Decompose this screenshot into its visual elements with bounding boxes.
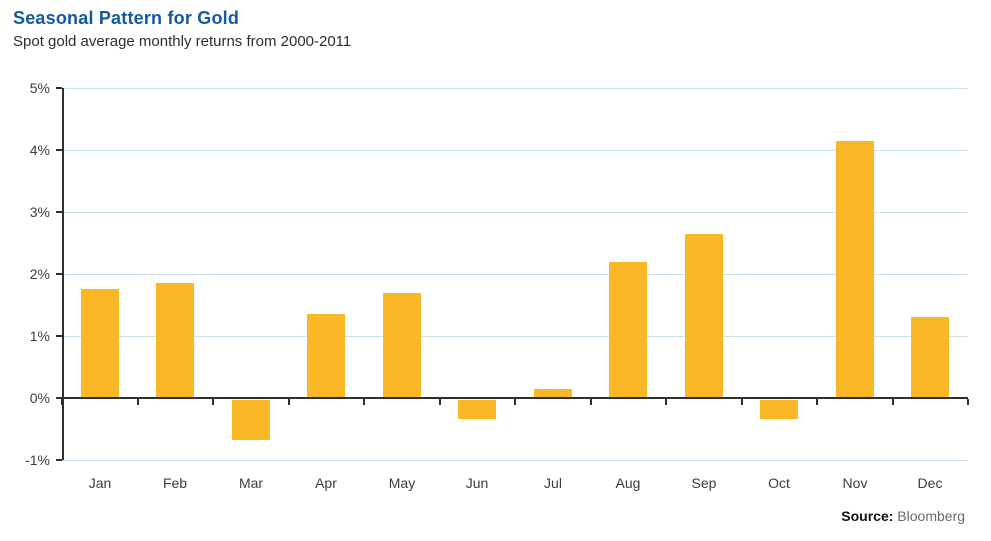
x-axis-label-jun: Jun <box>465 475 489 491</box>
gridline-2pct <box>62 274 968 275</box>
y-axis-tick <box>56 397 62 399</box>
y-axis-tick <box>56 459 62 461</box>
chart-title: Seasonal Pattern for Gold <box>13 8 240 28</box>
bar-oct <box>760 400 798 419</box>
y-axis-label: 0% <box>29 390 50 406</box>
source-value: Bloomberg <box>897 508 965 524</box>
x-axis-label-apr: Apr <box>315 475 337 491</box>
x-axis-label-aug: Aug <box>615 475 641 491</box>
bar-sep <box>685 234 723 398</box>
bar-jan <box>81 289 119 398</box>
x-axis-label-jul: Jul <box>544 475 562 491</box>
x-axis-label-dec: Dec <box>917 475 943 491</box>
y-axis-label: 2% <box>29 266 50 282</box>
x-axis-label-sep: Sep <box>691 475 717 491</box>
x-axis-tick <box>61 399 63 405</box>
bar-may <box>383 293 421 398</box>
y-axis-label: 1% <box>29 328 50 344</box>
bar-apr <box>307 314 345 398</box>
x-axis-tick <box>590 399 592 405</box>
bar-jun <box>458 400 496 419</box>
gridline-5pct <box>62 88 968 89</box>
source-note: Source: Bloomberg <box>841 508 965 524</box>
bar-feb <box>156 283 194 398</box>
y-axis-tick <box>56 335 62 337</box>
x-axis-tick <box>137 399 139 405</box>
x-axis-label-nov: Nov <box>842 475 868 491</box>
x-axis-tick <box>514 399 516 405</box>
y-axis-line <box>62 88 64 460</box>
x-axis-label-may: May <box>388 475 416 491</box>
x-axis-tick <box>967 399 969 405</box>
y-axis-label: 4% <box>29 142 50 158</box>
bar-mar <box>232 400 270 440</box>
bar-nov <box>836 141 874 398</box>
x-axis-tick <box>363 399 365 405</box>
x-axis-zero-line <box>62 397 968 399</box>
y-axis-label: -1% <box>25 452 50 468</box>
x-axis-tick <box>741 399 743 405</box>
y-axis-tick <box>56 149 62 151</box>
y-axis-tick <box>56 87 62 89</box>
x-axis-tick <box>288 399 290 405</box>
y-axis-label: 5% <box>29 80 50 96</box>
gridline-4pct <box>62 150 968 151</box>
x-axis-label-jan: Jan <box>88 475 112 491</box>
x-axis-tick <box>212 399 214 405</box>
x-axis-tick <box>892 399 894 405</box>
x-axis-tick <box>816 399 818 405</box>
bar-dec <box>911 317 949 398</box>
x-axis-label-feb: Feb <box>162 475 188 491</box>
x-axis-label-mar: Mar <box>238 475 264 491</box>
y-axis-label: 3% <box>29 204 50 220</box>
bar-jul <box>534 389 572 398</box>
x-axis-label-oct: Oct <box>768 475 790 491</box>
x-axis-tick <box>665 399 667 405</box>
bar-aug <box>609 262 647 398</box>
y-axis-tick <box>56 211 62 213</box>
y-axis-tick <box>56 273 62 275</box>
x-axis-tick <box>439 399 441 405</box>
gridline--1pct <box>62 460 968 461</box>
gridline-3pct <box>62 212 968 213</box>
gridline-1pct <box>62 336 968 337</box>
source-label: Source: <box>841 508 894 524</box>
chart-subtitle: Spot gold average monthly returns from 2… <box>13 33 352 50</box>
